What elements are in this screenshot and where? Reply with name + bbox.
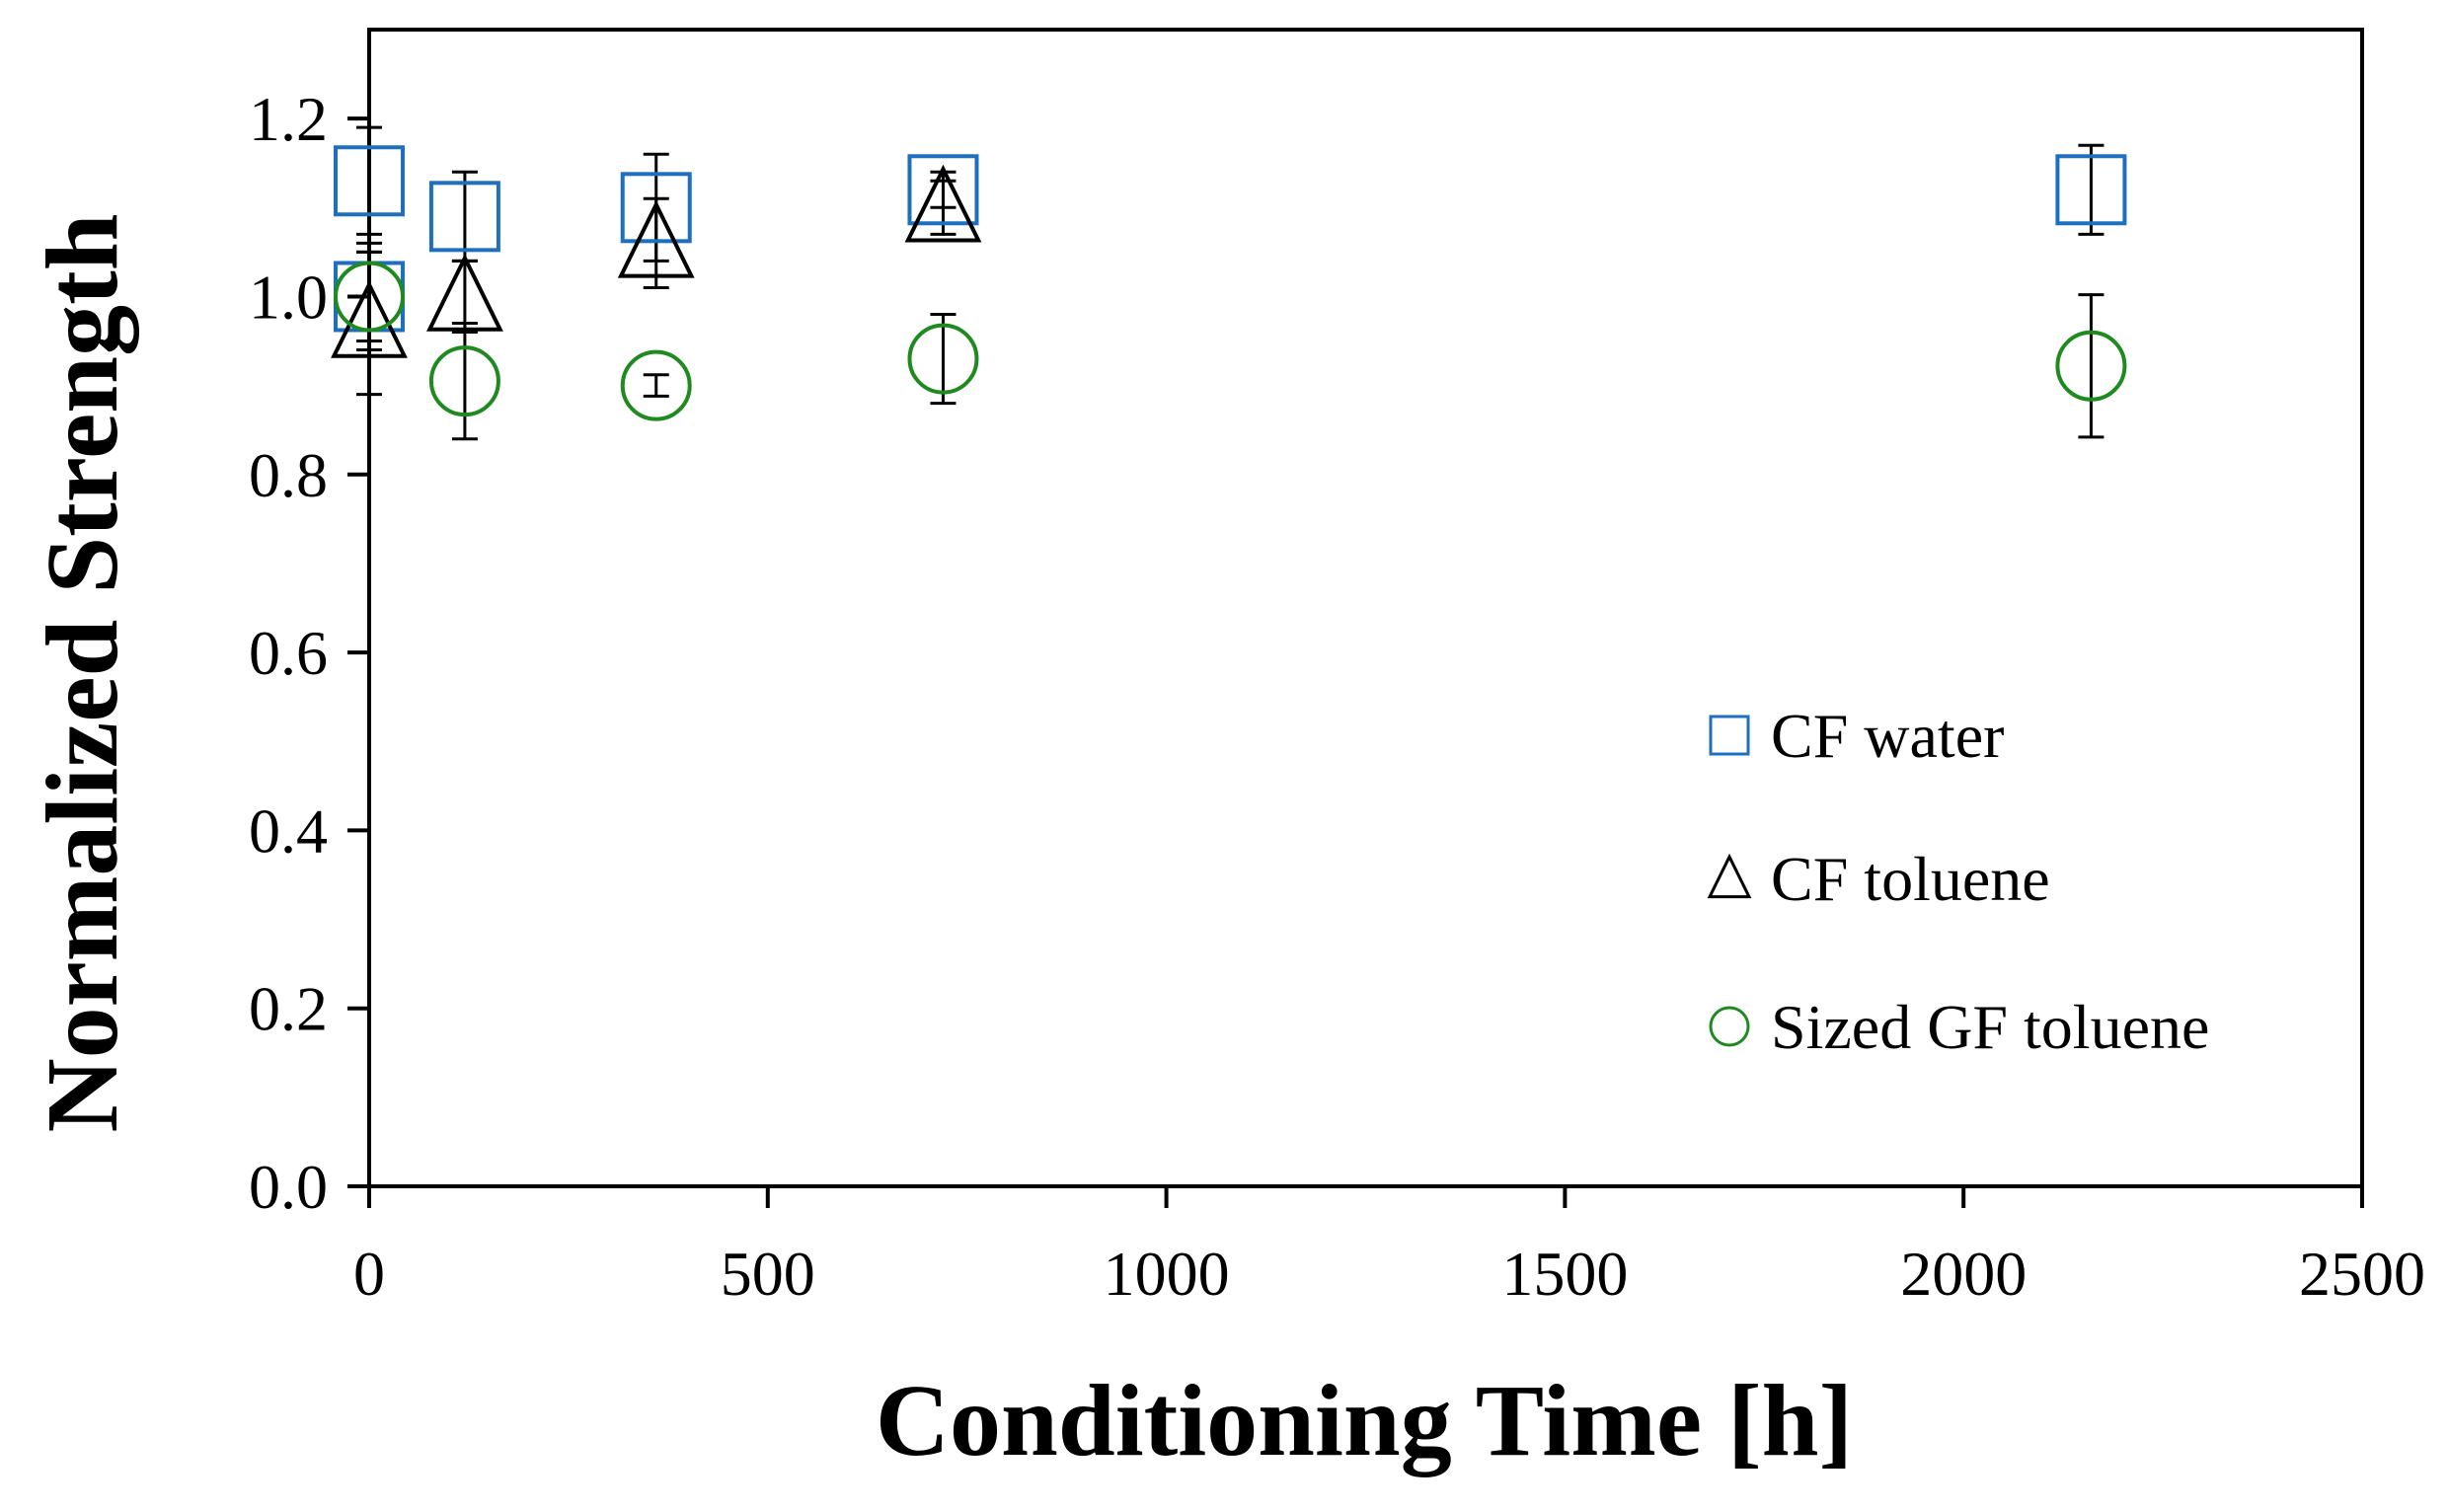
point-sized-gf-toluene [907, 323, 979, 395]
y-tick-label: 0.0 [249, 1152, 328, 1222]
point-sized-gf-toluene [620, 349, 692, 421]
y-tick-label: 0.6 [249, 618, 328, 688]
point-cf-toluene [331, 279, 408, 358]
legend-label-cf-toluene: CF toluene [1771, 844, 2050, 914]
point-sized-gf-toluene [428, 345, 500, 417]
data-markers [331, 145, 2127, 421]
ticks: 0.0 0.2 0.4 0.6 0.8 1.0 1.2 0 500 1000 1500 2000 250… [249, 84, 2425, 1309]
x-axis-title: Conditioning Time [h] [876, 1364, 1853, 1477]
point-cf-water [2055, 154, 2127, 226]
x-tick-label: 2500 [2299, 1239, 2425, 1309]
point-cf-water [907, 154, 979, 226]
y-tick-label: 0.4 [249, 795, 328, 866]
legend-label-cf-water: CF water [1771, 701, 2004, 771]
y-tick-label: 0.2 [249, 974, 328, 1044]
x-tick-label: 500 [721, 1239, 815, 1309]
plot-frame [367, 28, 2364, 1188]
legend-marker-cf-toluene [1707, 853, 1752, 899]
legend: CF water CF toluene Sized GF toluene [1707, 701, 2209, 1062]
x-tick-label: 1500 [1501, 1239, 1628, 1309]
y-tick-label: 1.0 [249, 262, 328, 332]
point-cf-toluene [617, 199, 695, 278]
point-cf-water [620, 172, 692, 244]
point-cf-toluene [904, 164, 982, 243]
legend-label-sized-gf-toluene: Sized GF toluene [1771, 992, 2209, 1062]
error-bars [356, 125, 2105, 441]
point-sized-gf-toluene [334, 261, 405, 333]
x-tick-label: 0 [353, 1239, 385, 1309]
x-tick-label: 2000 [1900, 1239, 2027, 1309]
point-cf-water [334, 145, 405, 217]
y-tick-label: 1.2 [249, 84, 328, 154]
legend-marker-sized-gf-toluene [1709, 1006, 1750, 1047]
y-tick-label: 0.8 [249, 440, 328, 510]
point-cf-water [428, 181, 500, 253]
axes [367, 28, 2364, 1188]
y-axis-title: Normalized Strength [26, 213, 139, 1132]
point-sized-gf-toluene [2055, 330, 2127, 402]
x-tick-label: 1000 [1104, 1239, 1230, 1309]
legend-marker-cf-water [1709, 715, 1750, 756]
point-cf-toluene [425, 253, 503, 332]
